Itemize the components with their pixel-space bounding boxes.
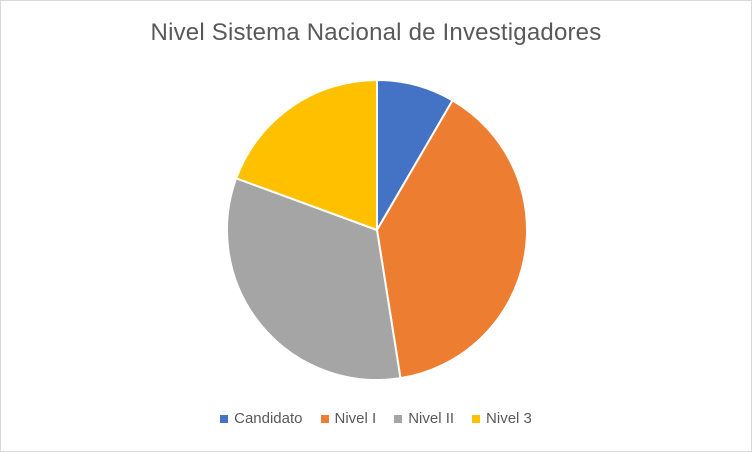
legend-item-candidato: Candidato: [220, 410, 303, 427]
legend-swatch: [394, 414, 403, 423]
legend-label: Nivel II: [408, 410, 455, 427]
pie-slice-nivel-ii: [226, 177, 402, 381]
legend-item-nivel-ii: Nivel II: [394, 410, 454, 427]
pie-slice-nivel-3: [235, 79, 378, 231]
legend-item-nivel-i: Nivel I: [320, 410, 377, 427]
legend-swatch: [220, 414, 229, 423]
legend-item-nivel-3: Nivel 3: [472, 410, 532, 427]
chart-title: Nivel Sistema Nacional de Investigadores: [150, 19, 602, 46]
legend-swatch: [320, 414, 329, 423]
legend-label: Nivel 3: [486, 410, 532, 427]
legend-label: Candidato: [234, 410, 303, 427]
pie-slice-nivel-i: [376, 99, 528, 380]
legend-swatch: [472, 414, 481, 423]
chart-legend: Candidato Nivel I Nivel II Nivel 3: [1, 410, 751, 427]
legend-label: Nivel I: [334, 410, 377, 427]
